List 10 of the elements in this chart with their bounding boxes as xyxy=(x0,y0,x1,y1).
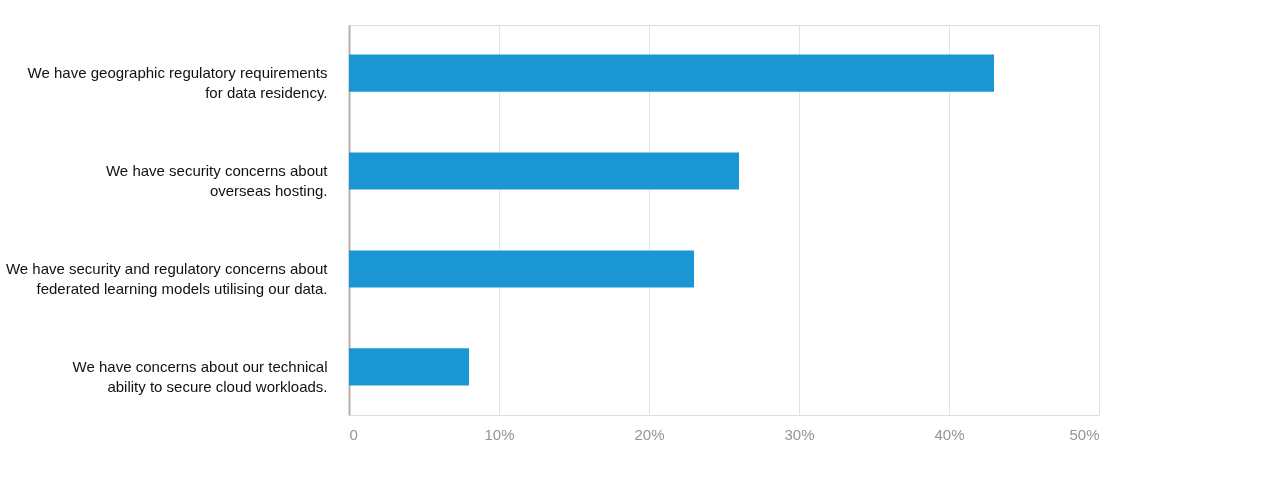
x-tick-label: 30% xyxy=(784,425,815,443)
y-tick-label: We have security concerns about overseas hosting. xyxy=(105,162,329,200)
x-tick-label: 20% xyxy=(634,425,665,443)
x-tick-label: 50% xyxy=(1069,425,1100,443)
x-tick-label: 40% xyxy=(934,425,965,443)
x-tick-label: 0 xyxy=(349,425,358,443)
y-tick-label: We have geographic regulatory requirements for data residency. xyxy=(27,64,328,102)
x-tick-label: 10% xyxy=(484,425,515,443)
y-tick-label: We have concerns about our technical ability to secure cloud workloads. xyxy=(72,357,328,395)
y-tick-label: We have security and regulatory concerns about federated learning models utilising our data. xyxy=(5,259,329,297)
